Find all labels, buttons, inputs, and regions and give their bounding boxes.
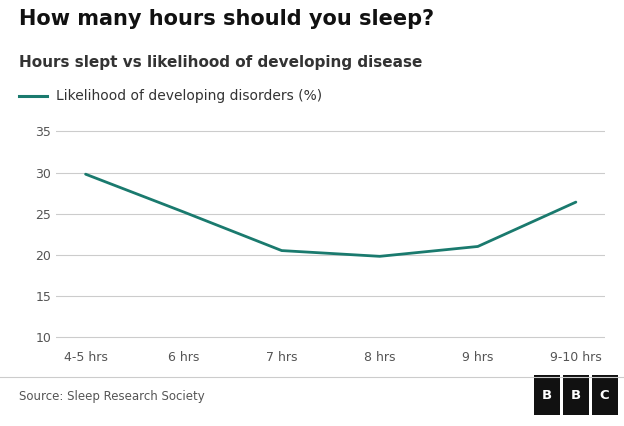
Text: C: C [600, 389, 610, 402]
Text: Source: Sleep Research Society: Source: Sleep Research Society [19, 390, 205, 403]
Text: Hours slept vs likelihood of developing disease: Hours slept vs likelihood of developing … [19, 55, 422, 70]
Text: How many hours should you sleep?: How many hours should you sleep? [19, 9, 434, 29]
Text: Likelihood of developing disorders (%): Likelihood of developing disorders (%) [56, 89, 322, 103]
Text: B: B [542, 389, 552, 402]
Text: B: B [571, 389, 581, 402]
